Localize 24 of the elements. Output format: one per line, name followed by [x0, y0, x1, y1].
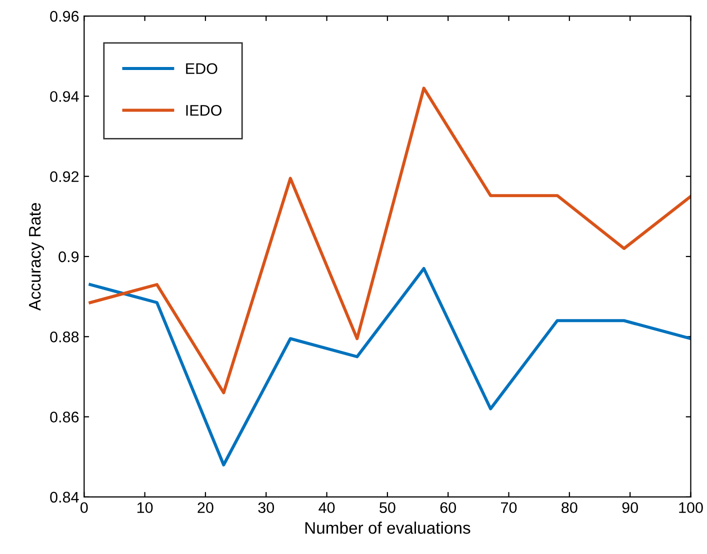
y-tick-label: 0.94 — [50, 91, 79, 102]
x-tick-label: 80 — [562, 502, 578, 514]
x-tick-label: 100 — [679, 502, 703, 514]
x-tick-label: 10 — [137, 502, 153, 514]
y-axis-title: Accuracy Rate — [29, 203, 44, 311]
x-tick-label: 40 — [318, 502, 335, 514]
y-tick-label: 0.96 — [50, 10, 79, 22]
x-tick-label: 70 — [501, 502, 517, 514]
line-series — [88, 86, 691, 394]
x-axis-title: Number of evaluations — [305, 522, 470, 534]
y-tick-label: 0.86 — [50, 412, 79, 422]
legend-label: IEDO — [186, 104, 222, 116]
x-tick-label: 60 — [440, 502, 456, 514]
x-tick-label: 20 — [198, 502, 214, 514]
x-tick-label: 50 — [380, 502, 396, 514]
y-tick-label: 0.88 — [50, 332, 79, 342]
line-series — [88, 266, 691, 466]
x-tick-label: 0 — [80, 502, 88, 514]
x-tick-label: 30 — [258, 502, 274, 514]
legend-label: EDO — [186, 63, 218, 74]
y-tick-label: 0.84 — [50, 492, 79, 503]
x-tick-label: 90 — [622, 502, 638, 514]
y-tick-label: 0.9 — [58, 251, 79, 262]
y-tick-label: 0.92 — [50, 171, 79, 182]
